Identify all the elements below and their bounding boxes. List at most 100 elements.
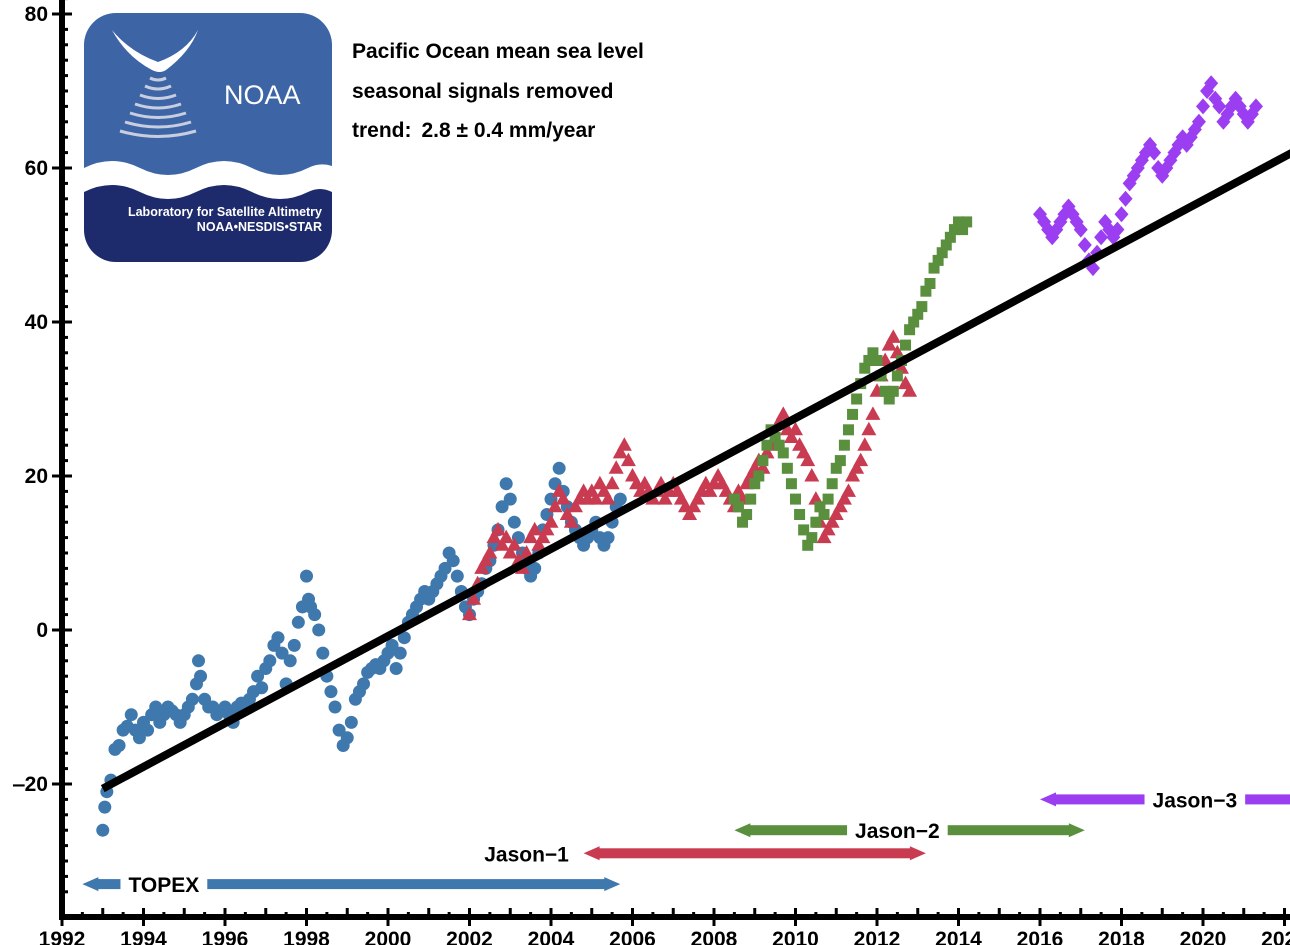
- data-point: [332, 723, 346, 737]
- mission-label-bg: [847, 818, 948, 846]
- data-point: [759, 444, 775, 459]
- data-point: [612, 444, 628, 459]
- data-point: [822, 493, 834, 505]
- data-point: [816, 529, 832, 544]
- logo-lab-line-1: Laboratory for Satellite Altimetry: [128, 205, 322, 219]
- data-point: [474, 560, 490, 574]
- data-point: [814, 501, 826, 513]
- data-point: [832, 498, 848, 513]
- data-point: [495, 500, 509, 514]
- data-point: [531, 537, 547, 551]
- data-point: [889, 344, 905, 359]
- trend-label: trend:: [352, 119, 412, 142]
- mission-arrow-right: [909, 846, 926, 861]
- data-point: [478, 552, 494, 567]
- data-point: [389, 662, 403, 675]
- logo-wave: [84, 161, 332, 199]
- x-tick-label: 2004: [528, 928, 575, 945]
- data-point: [528, 561, 542, 575]
- data-point: [194, 669, 208, 683]
- data-point: [600, 491, 616, 505]
- data-point: [891, 370, 903, 382]
- x-ticks: 1992 1994 1996 1998 2000 2002 2004 2006 2008 2010…: [39, 908, 1290, 945]
- data-point: [1196, 98, 1210, 115]
- data-point: [523, 529, 539, 544]
- data-point: [283, 654, 297, 668]
- data-point: [547, 498, 563, 513]
- data-point: [616, 437, 632, 451]
- data-point: [810, 516, 822, 528]
- logo-agency: NOAA: [224, 80, 301, 110]
- data-point: [806, 532, 818, 544]
- data-point: [308, 608, 322, 622]
- data-point: [924, 278, 936, 289]
- data-point: [871, 355, 883, 366]
- data-point: [879, 385, 891, 397]
- x-tick-label: 2012: [854, 928, 901, 945]
- mission-arrow-left: [734, 823, 751, 838]
- data-point: [185, 692, 199, 706]
- data-point: [802, 539, 814, 551]
- data-point: [908, 316, 920, 328]
- data-point: [682, 506, 698, 520]
- data-point: [741, 509, 753, 520]
- mission-bars: TOPEX Jason−1 Jason−2 Jason−3: [82, 787, 1290, 900]
- mission-label: TOPEX: [128, 874, 199, 897]
- data-point: [397, 631, 411, 645]
- data-point: [506, 537, 522, 551]
- data-point: [920, 285, 932, 297]
- data-point: [357, 677, 371, 691]
- data-point: [916, 301, 928, 313]
- data-point: [507, 515, 521, 529]
- data-point: [466, 591, 482, 605]
- data-point: [543, 514, 559, 528]
- data-point: [781, 462, 793, 474]
- data-point: [502, 545, 518, 559]
- mission-label: Jason−2: [855, 820, 940, 843]
- data-point: [1147, 144, 1162, 161]
- data-point: [948, 224, 960, 236]
- data-point: [527, 521, 543, 536]
- data-point: [393, 646, 407, 660]
- data-point: [828, 506, 844, 520]
- data-point: [657, 491, 673, 505]
- data-point: [732, 501, 744, 513]
- data-point: [255, 681, 269, 695]
- data-point: [783, 429, 799, 443]
- data-point: [761, 439, 773, 451]
- data-point: [834, 455, 846, 467]
- data-point: [300, 569, 313, 583]
- sonar-icon: [119, 76, 197, 138]
- x-tick-label: 2022: [1261, 928, 1290, 945]
- data-point: [785, 478, 797, 490]
- data-point: [1118, 190, 1133, 207]
- x-tick-label: 1996: [202, 928, 249, 945]
- logo-lab-line-2: NOAA•NESDIS•STAR: [197, 220, 322, 234]
- data-point: [275, 646, 289, 660]
- x-tick-label: 1994: [120, 928, 167, 945]
- data-point: [312, 623, 326, 637]
- data-point: [1114, 206, 1129, 223]
- trend-annotation: trend: 2.8 ± 0.4 mm/year: [352, 119, 595, 142]
- data-point: [340, 731, 354, 745]
- data-point: [867, 347, 879, 359]
- data-point: [567, 498, 583, 513]
- data-point: [132, 731, 146, 745]
- trend-line: [100, 149, 1290, 793]
- data-point: [555, 491, 571, 505]
- mission-arrow-left: [82, 877, 99, 892]
- x-tick-label: 2010: [772, 928, 819, 945]
- mission-label: Jason−1: [484, 843, 569, 866]
- x-tick-label: 2016: [1017, 928, 1064, 945]
- logo-top-panel: [84, 13, 332, 188]
- x-tick-label: 2018: [1098, 928, 1145, 945]
- mission-bar: [597, 848, 912, 859]
- y-tick-label: 40: [25, 311, 48, 334]
- data-point: [912, 308, 924, 320]
- data-point: [881, 337, 897, 351]
- data-point: [499, 477, 513, 491]
- data-point: [794, 509, 806, 520]
- data-point: [141, 723, 155, 737]
- data-point: [539, 521, 555, 536]
- data-point: [865, 406, 881, 420]
